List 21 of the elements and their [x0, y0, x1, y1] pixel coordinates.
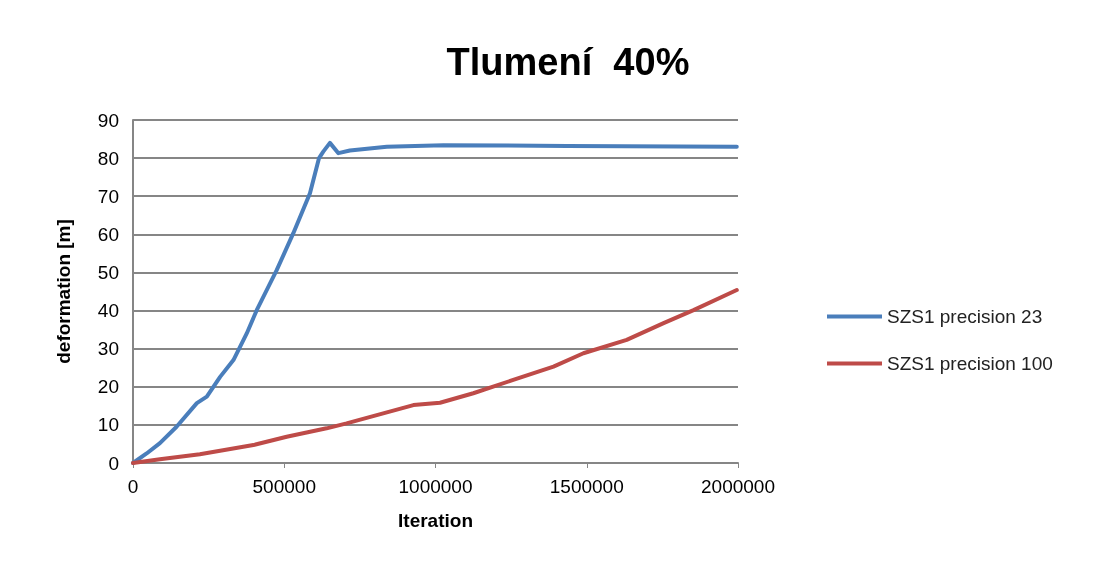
x-tick-label: 0 — [127, 476, 139, 497]
x-tick-label: 2000000 — [701, 476, 775, 497]
line-series — [131, 287, 739, 465]
y-tick-label: 90 — [97, 109, 119, 131]
legend-label: SZS1 precision 100 — [887, 353, 1053, 374]
y-tick-label: 80 — [97, 147, 119, 169]
x-axis-title: Iteration — [398, 510, 473, 531]
x-tick-label: 1500000 — [549, 476, 624, 497]
y-tick-label: 50 — [97, 261, 119, 283]
y-tick-label: 40 — [97, 300, 119, 322]
chart-title: Tlumení 40% — [446, 41, 690, 83]
y-tick-label: 70 — [97, 185, 119, 207]
y-tick-label: 60 — [97, 223, 119, 245]
y-tick-label: 20 — [97, 376, 119, 398]
legend-label: SZS1 precision 23 — [887, 306, 1043, 327]
y-tick-label: 10 — [97, 414, 119, 436]
y-tick-label: 0 — [108, 452, 119, 474]
x-tick-label: 500000 — [252, 476, 316, 497]
x-tick-label: 1000000 — [398, 476, 473, 497]
y-axis-title: deformation [m] — [53, 219, 74, 364]
y-tick-label: 30 — [97, 338, 119, 360]
